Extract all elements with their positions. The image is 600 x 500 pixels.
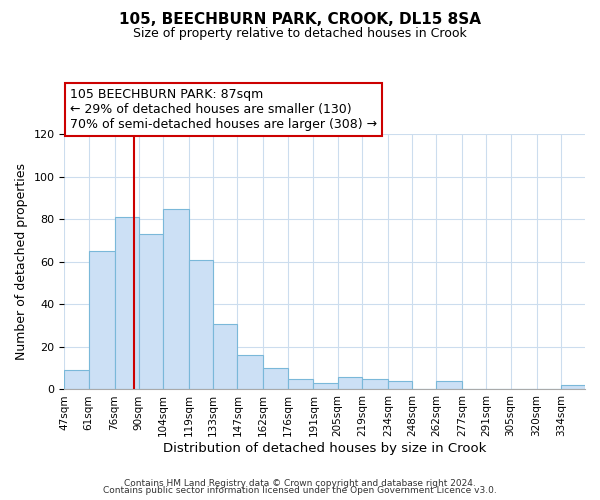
Text: 105, BEECHBURN PARK, CROOK, DL15 8SA: 105, BEECHBURN PARK, CROOK, DL15 8SA: [119, 12, 481, 28]
Text: 105 BEECHBURN PARK: 87sqm
← 29% of detached houses are smaller (130)
70% of semi: 105 BEECHBURN PARK: 87sqm ← 29% of detac…: [70, 88, 377, 132]
Text: Contains HM Land Registry data © Crown copyright and database right 2024.: Contains HM Land Registry data © Crown c…: [124, 478, 476, 488]
Bar: [189, 260, 213, 390]
Bar: [338, 376, 362, 390]
Bar: [436, 381, 462, 390]
Bar: [287, 379, 313, 390]
Bar: [115, 217, 139, 390]
Bar: [64, 370, 89, 390]
Bar: [561, 385, 585, 390]
Bar: [362, 379, 388, 390]
Bar: [238, 356, 263, 390]
Bar: [213, 324, 238, 390]
Bar: [313, 383, 338, 390]
X-axis label: Distribution of detached houses by size in Crook: Distribution of detached houses by size …: [163, 442, 487, 455]
Text: Size of property relative to detached houses in Crook: Size of property relative to detached ho…: [133, 28, 467, 40]
Bar: [263, 368, 287, 390]
Bar: [388, 381, 412, 390]
Text: Contains public sector information licensed under the Open Government Licence v3: Contains public sector information licen…: [103, 486, 497, 495]
Bar: [139, 234, 163, 390]
Bar: [89, 251, 115, 390]
Y-axis label: Number of detached properties: Number of detached properties: [15, 164, 28, 360]
Bar: [163, 208, 189, 390]
